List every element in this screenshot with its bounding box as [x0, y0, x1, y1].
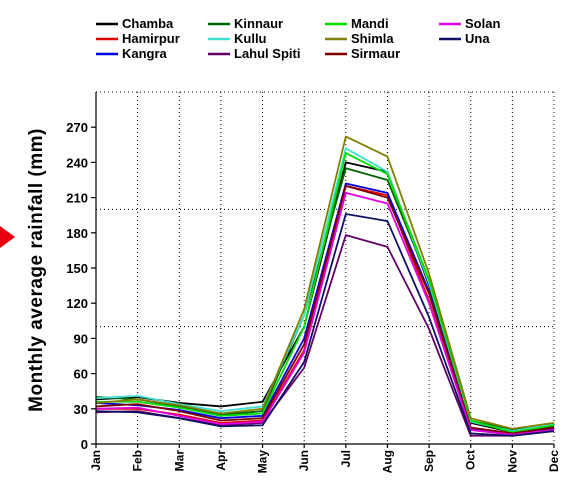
- x-tick-label: Aug: [380, 450, 394, 473]
- x-tick-label: May: [256, 450, 270, 474]
- series-line-shimla: [95, 135, 555, 430]
- y-tick-label: 30: [74, 402, 88, 417]
- legend-label: Kinnaur: [234, 16, 283, 31]
- legend-label: Una: [465, 31, 490, 46]
- y-tick-label: 90: [74, 331, 88, 346]
- x-tick-label: Apr: [214, 450, 228, 471]
- y-tick-label: 150: [66, 261, 88, 276]
- series-line-solan: [95, 192, 555, 436]
- series-line-una: [95, 213, 555, 437]
- legend-label: Kangra: [122, 46, 168, 61]
- legend-label: Solan: [465, 16, 500, 31]
- legend-label: Chamba: [122, 16, 174, 31]
- y-tick-label: 240: [66, 155, 88, 170]
- y-tick-label: 210: [66, 191, 88, 206]
- x-tick-labels: Jan Feb Mar Apr May Jun Jul Aug Sep Oct Nov Dec: [89, 450, 561, 474]
- x-tick-label: Nov: [505, 450, 519, 473]
- y-tick-label: 270: [66, 120, 88, 135]
- legend-label: Sirmaur: [351, 46, 400, 61]
- x-tick-label: Sep: [422, 450, 436, 472]
- y-tick-label: 0: [81, 437, 88, 452]
- y-tick-label: 120: [66, 296, 88, 311]
- grid-lines: [95, 91, 555, 444]
- x-tick-label: Mar: [172, 450, 186, 472]
- series-line-mandi: [96, 152, 555, 434]
- series-line-chamba: [95, 161, 555, 434]
- x-tick-label: Feb: [131, 450, 145, 471]
- x-tick-label: Jul: [339, 450, 353, 467]
- series-line-sirmaur: [95, 184, 555, 435]
- x-tick-label: Jun: [297, 450, 311, 471]
- legend-label: Hamirpur: [122, 31, 180, 46]
- series-lines: [95, 135, 555, 437]
- x-tick-label: Dec: [547, 450, 561, 472]
- legend-label: Lahul Spiti: [234, 46, 300, 61]
- y-axis-label: Monthly average rainfall (mm): [26, 128, 47, 412]
- arrow-marker: [0, 226, 15, 248]
- legend-label: Shimla: [351, 31, 394, 46]
- legend-label: Kullu: [234, 31, 267, 46]
- legend-label: Mandi: [351, 16, 389, 31]
- axes: [91, 92, 555, 448]
- y-tick-labels: 0 30 60 90 120 150 180 210 240 270: [66, 120, 88, 452]
- y-tick-label: 180: [66, 226, 88, 241]
- x-tick-label: Oct: [464, 450, 478, 470]
- y-tick-label: 60: [74, 367, 88, 382]
- x-tick-label: Jan: [89, 450, 103, 471]
